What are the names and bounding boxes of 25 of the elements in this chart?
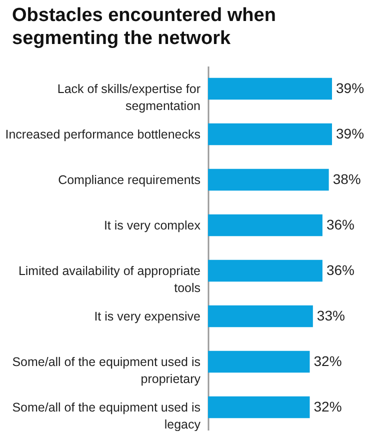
y-tick-label: Some/all of the equipment used is legacy — [12, 400, 202, 432]
y-tick-label: It is very complex — [104, 218, 202, 232]
bar — [208, 78, 332, 100]
data-label: 33% — [316, 307, 345, 324]
y-tick-label: It is very expensive — [94, 309, 201, 324]
data-label: 32% — [314, 398, 342, 414]
bar — [208, 305, 313, 328]
data-label: 39% — [336, 125, 364, 142]
bar — [208, 168, 329, 191]
bar — [208, 123, 332, 146]
bar — [208, 260, 322, 282]
chart-title: Obstacles encountered when segmenting the network — [12, 5, 276, 49]
y-tick-label: Some/all of the equipment used is proprietary — [12, 354, 202, 386]
data-label: 36% — [326, 216, 354, 232]
y-tick-label: Limited availability of appropriate tools — [18, 264, 201, 295]
y-tick-label: Increased performance bottlenecks — [5, 127, 200, 142]
data-label: 36% — [326, 262, 354, 278]
y-tick-label: Compliance requirements — [58, 172, 200, 187]
bar — [208, 396, 310, 418]
data-label: 39% — [336, 80, 364, 96]
bar — [208, 214, 322, 236]
data-label: 38% — [332, 170, 361, 187]
data-label: 32% — [314, 352, 342, 369]
bar — [208, 350, 310, 373]
y-tick-label: Lack of skills/expertise for segmentation — [57, 82, 201, 113]
